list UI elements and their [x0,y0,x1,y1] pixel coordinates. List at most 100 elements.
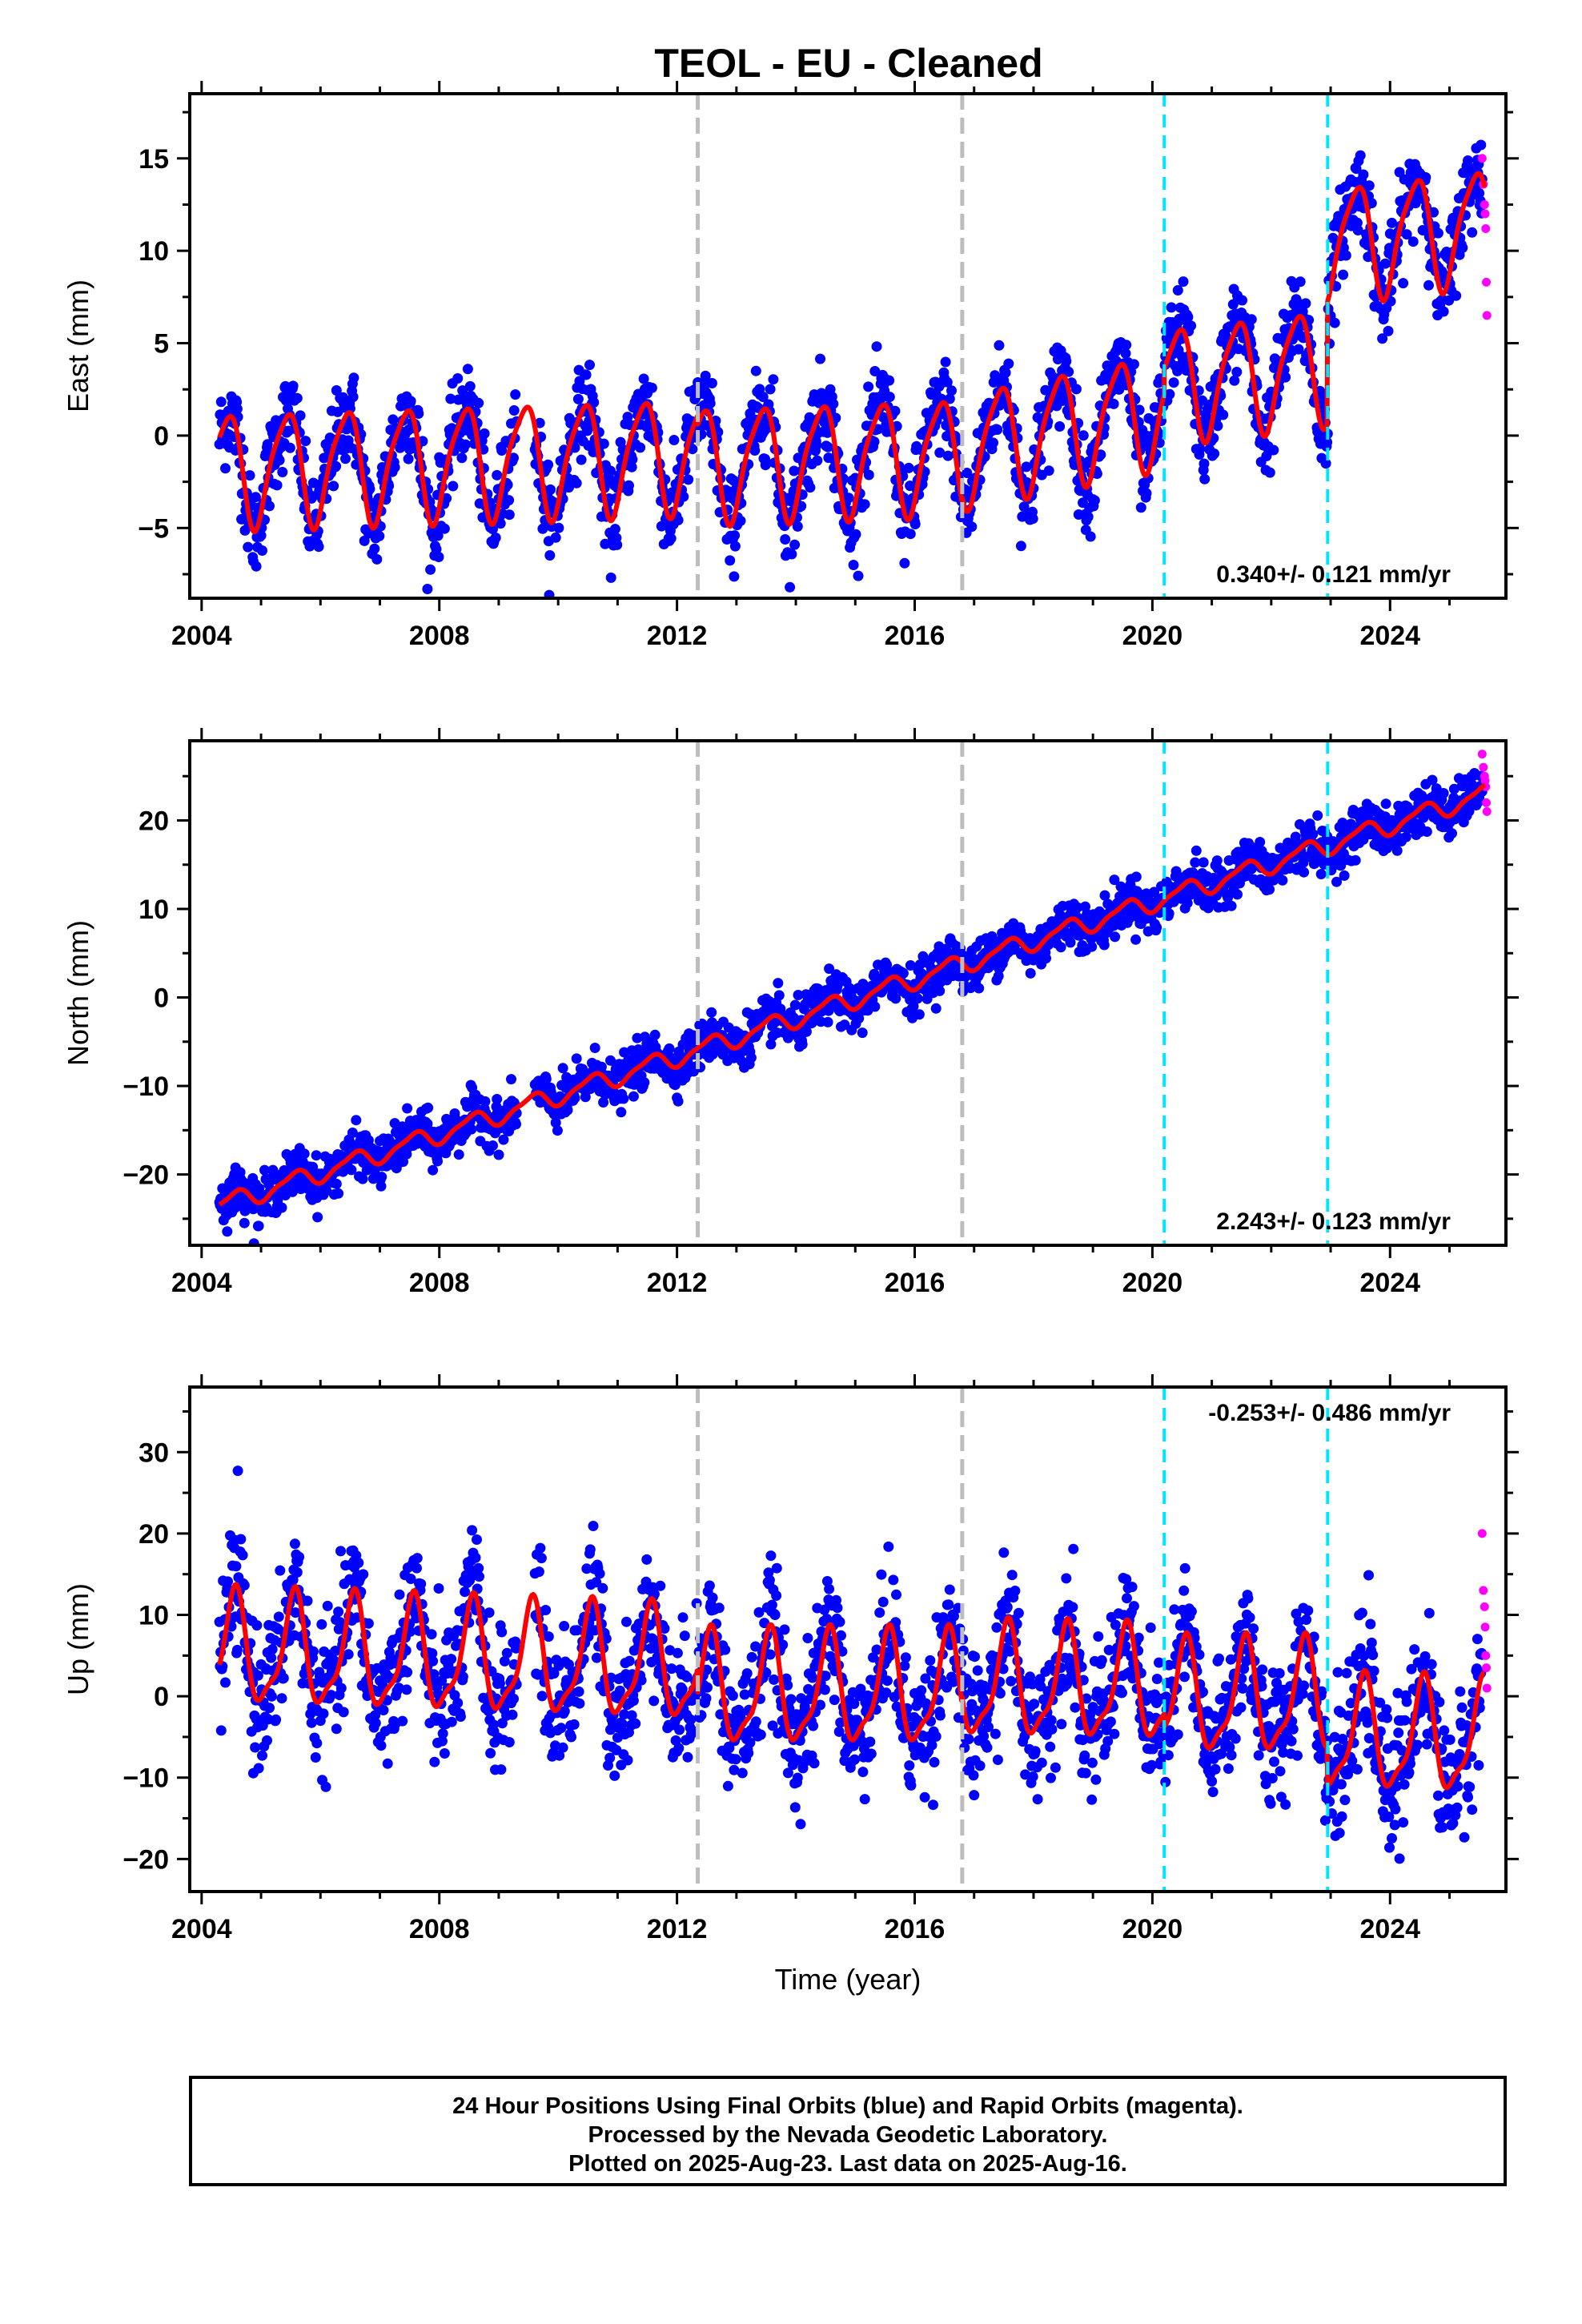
final-orbit-point [536,1553,547,1564]
final-orbit-point [591,1652,602,1663]
final-orbit-point [1329,317,1340,328]
final-orbit-point [1339,870,1350,881]
final-orbit-point [1451,290,1462,301]
final-orbit-point [432,530,444,541]
final-orbit-point [760,460,771,471]
final-orbit-point [628,1091,639,1102]
final-orbit-point [291,392,303,404]
final-orbit-point [278,1673,289,1683]
final-orbit-point [1352,225,1363,235]
final-orbit-point [598,438,609,449]
final-orbit-point [248,1238,259,1245]
final-orbit-point [773,990,785,1001]
final-orbit-point [588,397,600,408]
final-orbit-point [220,1677,231,1688]
final-orbit-point [1293,344,1304,355]
final-orbit-point [811,440,822,451]
final-orbit-point [1280,372,1291,383]
final-orbit-point [940,356,951,368]
final-orbit-point [488,1140,498,1151]
final-orbit-point [534,417,545,428]
final-orbit-point [869,366,881,376]
final-orbit-point [389,462,400,473]
final-orbit-point [1099,890,1110,901]
final-orbit-point [455,1711,466,1722]
final-orbit-point [232,1466,243,1477]
final-orbit-point [839,1019,850,1031]
final-orbit-point [1322,436,1333,448]
final-orbit-point [789,465,800,476]
rapid-orbit-point [1479,762,1488,772]
final-orbit-point [687,444,698,455]
final-orbit-points [214,139,1488,598]
final-orbit-point [363,1618,374,1629]
final-orbit-point [552,1125,563,1136]
final-orbit-point [222,1226,233,1237]
final-orbit-point [425,564,436,575]
final-orbit-point [504,495,515,506]
final-orbit-point [1212,420,1223,432]
final-orbit-point [493,1149,504,1160]
final-orbit-point [311,1738,323,1749]
final-orbit-point [683,474,694,485]
final-orbit-point [905,960,916,971]
final-orbit-point [433,1583,444,1594]
final-orbit-point [535,1542,546,1554]
final-orbit-point [797,1039,808,1050]
final-orbit-point [884,375,895,386]
final-orbit-point [1476,139,1487,151]
y-tick-label: −20 [122,1160,169,1191]
plot-frame [188,739,1508,1247]
final-orbit-point [472,1534,482,1545]
final-orbit-point [934,447,946,458]
final-orbit-point [1021,461,1032,472]
final-orbit-point [508,452,519,464]
final-orbit-point [1226,900,1237,911]
final-orbit-point [273,1611,284,1622]
final-orbit-point [403,453,414,464]
final-orbit-point [351,1115,362,1126]
final-orbit-point [294,1551,305,1562]
final-orbit-point [1110,931,1121,943]
final-orbit-point [1041,953,1051,964]
final-orbit-point [274,455,285,466]
final-orbit-point [432,1156,443,1167]
final-orbit-point [1198,857,1209,868]
final-orbit-point [1141,488,1152,499]
final-orbit-point [445,393,456,404]
final-orbit-point [550,532,561,543]
final-orbit-point [824,963,835,975]
x-tick-label: 2012 [647,621,708,651]
final-orbit-point [1209,448,1220,459]
final-orbit-point [1464,806,1475,817]
final-orbit-point [1186,320,1197,332]
final-orbit-point [609,524,620,535]
x-tick-label: 2012 [647,1268,708,1298]
plot-area [214,94,1492,598]
final-orbit-point [275,1565,286,1576]
final-orbit-point [250,1742,261,1753]
final-orbit-point [1421,826,1432,837]
final-orbit-point [632,1032,643,1043]
figure-title: TEOL - EU - Cleaned [654,41,1042,86]
final-orbit-point [1438,306,1449,317]
x-tick-label: 2024 [1359,1268,1420,1298]
final-orbit-point [568,1719,580,1730]
x-tick-label: 2004 [171,621,232,651]
final-orbit-point [1264,467,1275,478]
final-orbit-point [745,1052,757,1063]
final-orbit-point [253,1763,264,1774]
final-orbit-point [942,376,953,388]
final-orbit-point [462,364,473,375]
final-orbit-point [1229,375,1240,386]
x-tick-label: 2020 [1122,1268,1183,1298]
final-orbit-point [277,467,288,477]
final-orbit-point [496,1626,508,1638]
final-orbit-point [1191,845,1202,856]
final-orbit-point [974,983,985,994]
north-panel: 2004 2008 2012 2016 2020 2024−20−1001020North… [62,728,1519,1298]
final-orbit-point [786,549,797,560]
final-orbit-point [564,482,574,493]
final-orbit-point [729,541,741,552]
